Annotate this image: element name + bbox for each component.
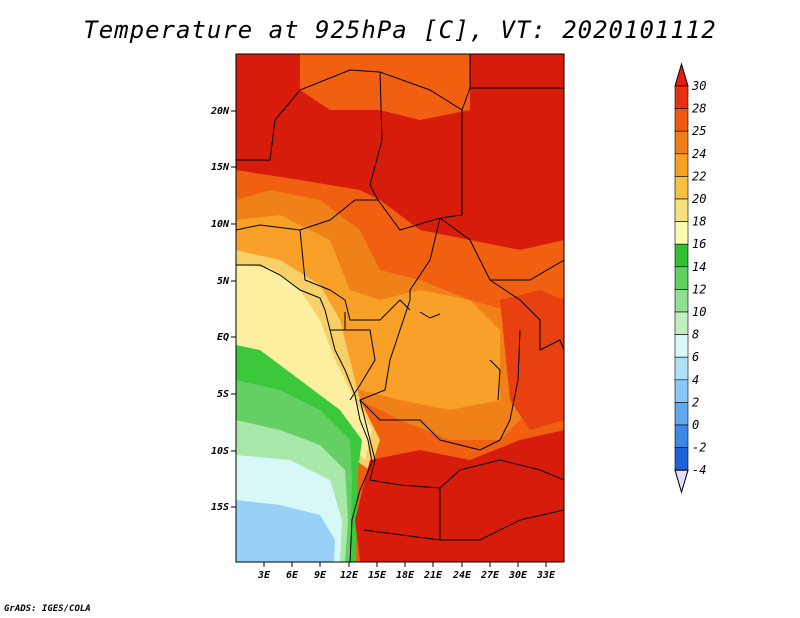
colorbar-label: 16 bbox=[692, 237, 706, 251]
lon-tick-30E: 30E bbox=[508, 562, 528, 581]
colorbar-label: 10 bbox=[692, 305, 706, 319]
colorbar-segment bbox=[674, 424, 689, 448]
colorbar-label: 28 bbox=[692, 102, 706, 116]
latitude-axis: 20N 15N 10N 5N EQ 5S 10S 15S bbox=[210, 106, 236, 513]
field-north-orange bbox=[300, 54, 470, 120]
colorbar-label: 24 bbox=[692, 147, 706, 161]
temperature-field bbox=[236, 54, 564, 562]
lon-label-9E: 9E bbox=[314, 570, 327, 581]
lon-label-18E: 18E bbox=[396, 570, 415, 581]
lon-label-6E: 6E bbox=[286, 570, 299, 581]
lon-tick-15E: 15E bbox=[368, 562, 387, 581]
field-amber bbox=[236, 215, 500, 410]
lat-tick-5N: 5N bbox=[217, 276, 236, 287]
colorbar-segment bbox=[674, 379, 689, 403]
lat-label-20N: 20N bbox=[210, 106, 230, 117]
lon-tick-18E: 18E bbox=[396, 562, 415, 581]
colorbar-label: 25 bbox=[692, 124, 706, 138]
lat-tick-10N: 10N bbox=[211, 219, 236, 230]
lat-tick-5S: 5S bbox=[217, 389, 236, 400]
colorbar-label: 2 bbox=[692, 395, 699, 409]
colorbar-segment bbox=[674, 311, 689, 335]
field-ocean-blue bbox=[236, 500, 335, 562]
coastline bbox=[236, 264, 373, 562]
lon-tick-27E: 27E bbox=[480, 562, 500, 581]
colorbar-label: 6 bbox=[692, 350, 699, 364]
colorbar-label: 30 bbox=[691, 79, 706, 93]
lon-tick-6E: 6E bbox=[286, 562, 299, 581]
colorbar-bottom-arrow bbox=[674, 469, 689, 494]
colorbar-top-arrow bbox=[674, 62, 689, 87]
lat-label-EQ: EQ bbox=[217, 332, 229, 343]
lon-tick-3E: 3E bbox=[257, 562, 271, 581]
lon-tick-21E: 21E bbox=[423, 562, 443, 581]
lat-label-5N: 5N bbox=[217, 276, 230, 287]
colorbar-segment bbox=[674, 334, 689, 358]
lon-tick-9E: 9E bbox=[314, 562, 327, 581]
lon-tick-33E: 33E bbox=[536, 562, 556, 581]
colorbar-label: 12 bbox=[692, 282, 706, 296]
lat-label-10S: 10S bbox=[211, 446, 229, 457]
colorbar-label: -2 bbox=[692, 441, 706, 455]
colorbar-segment bbox=[674, 266, 689, 290]
colorbar-label: 0 bbox=[692, 418, 699, 432]
lat-tick-15S: 15S bbox=[211, 502, 236, 513]
lon-label-15E: 15E bbox=[368, 570, 387, 581]
colorbar-segment bbox=[674, 130, 689, 155]
lat-label-5S: 5S bbox=[217, 389, 229, 400]
lon-label-21E: 21E bbox=[423, 570, 443, 581]
colorbar-segment bbox=[674, 198, 689, 222]
field-east-orange bbox=[500, 290, 564, 430]
country-borders bbox=[236, 54, 564, 541]
lat-tick-15N: 15N bbox=[211, 162, 236, 173]
lon-tick-12E: 12E bbox=[340, 562, 359, 581]
map-frame bbox=[235, 53, 565, 563]
map-title: Temperature at 925hPa [C], VT: 202010111… bbox=[83, 16, 717, 44]
grads-credit: GrADS: IGES/COLA bbox=[4, 604, 91, 614]
colorbar-label: -4 bbox=[692, 463, 706, 477]
colorbar-segment bbox=[674, 108, 689, 132]
lon-label-3E: 3E bbox=[257, 570, 271, 581]
lon-label-33E: 33E bbox=[536, 570, 556, 581]
colorbar-segment bbox=[674, 289, 689, 313]
lat-tick-EQ: EQ bbox=[217, 332, 236, 343]
colorbar-segment bbox=[674, 447, 689, 471]
colorbar-segment bbox=[674, 85, 689, 109]
colorbar-label: 8 bbox=[692, 328, 699, 342]
lon-label-24E: 24E bbox=[452, 570, 472, 581]
lon-label-30E: 30E bbox=[508, 570, 528, 581]
lat-label-10N: 10N bbox=[211, 219, 230, 230]
lat-tick-20N: 20N bbox=[210, 106, 236, 117]
colorbar-segment bbox=[674, 221, 689, 245]
colorbar-segment bbox=[674, 356, 689, 381]
colorbar-label: 18 bbox=[692, 215, 706, 229]
colorbar-label: 14 bbox=[692, 260, 706, 274]
colorbar-label: 20 bbox=[692, 192, 706, 206]
colorbar-label: 4 bbox=[692, 373, 699, 387]
lon-label-27E: 27E bbox=[480, 570, 500, 581]
lon-tick-24E: 24E bbox=[452, 562, 472, 581]
lat-label-15N: 15N bbox=[211, 162, 230, 173]
lon-label-12E: 12E bbox=[340, 570, 359, 581]
colorbar-segment bbox=[674, 402, 689, 426]
colorbar-segment bbox=[674, 153, 689, 177]
colorbar-label: 22 bbox=[692, 169, 706, 183]
lat-tick-10S: 10S bbox=[211, 446, 236, 457]
lat-label-15S: 15S bbox=[211, 502, 229, 513]
colorbar-segment bbox=[674, 243, 689, 268]
longitude-axis: 3E 6E 9E 12E 15E 18E 21E 24E 27E 30E 33E bbox=[257, 562, 556, 581]
colorbar-segment bbox=[674, 176, 689, 200]
